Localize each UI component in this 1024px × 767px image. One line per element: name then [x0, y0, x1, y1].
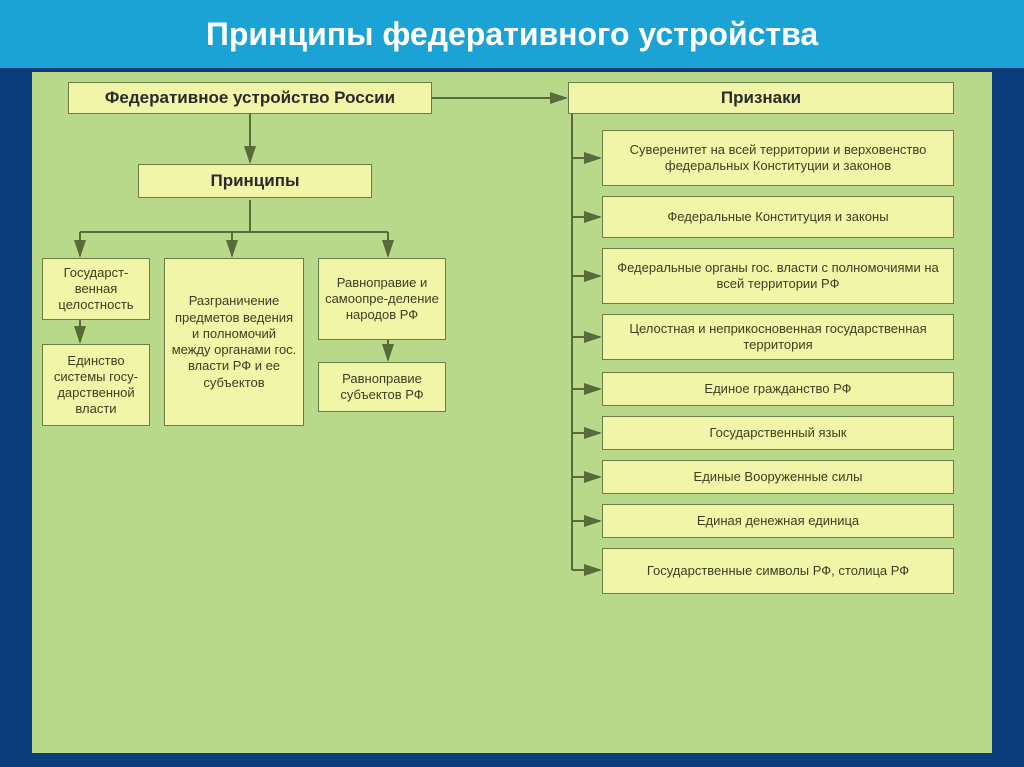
sign-box: Государственный язык [602, 416, 954, 450]
principle-box: Государст-венная целостность [42, 258, 150, 320]
sign-box: Единое гражданство РФ [602, 372, 954, 406]
diagram-area: Федеративное устройство России Принципы … [32, 72, 992, 753]
principle-box: Единство системы госу-дарственной власти [42, 344, 150, 426]
signs-header: Признаки [568, 82, 954, 114]
principle-box: Разграничение предметов ведения и полном… [164, 258, 304, 426]
title-bar: Принципы федеративного устройства [0, 0, 1024, 68]
sign-box: Федеральные Конституция и законы [602, 196, 954, 238]
sign-box: Государственные символы РФ, столица РФ [602, 548, 954, 594]
root-box: Федеративное устройство России [68, 82, 432, 114]
principles-header: Принципы [138, 164, 372, 198]
sign-box: Единые Вооруженные силы [602, 460, 954, 494]
principle-box: Равноправие субъектов РФ [318, 362, 446, 412]
sign-box: Федеральные органы гос. власти с полномо… [602, 248, 954, 304]
sign-box: Единая денежная единица [602, 504, 954, 538]
slide-title: Принципы федеративного устройства [206, 16, 818, 53]
sign-box: Суверенитет на всей территории и верхове… [602, 130, 954, 186]
sign-box: Целостная и неприкосновенная государстве… [602, 314, 954, 360]
principle-box: Равноправие и самоопре-деление народов Р… [318, 258, 446, 340]
slide: Принципы федеративного устройства Федера… [0, 0, 1024, 767]
